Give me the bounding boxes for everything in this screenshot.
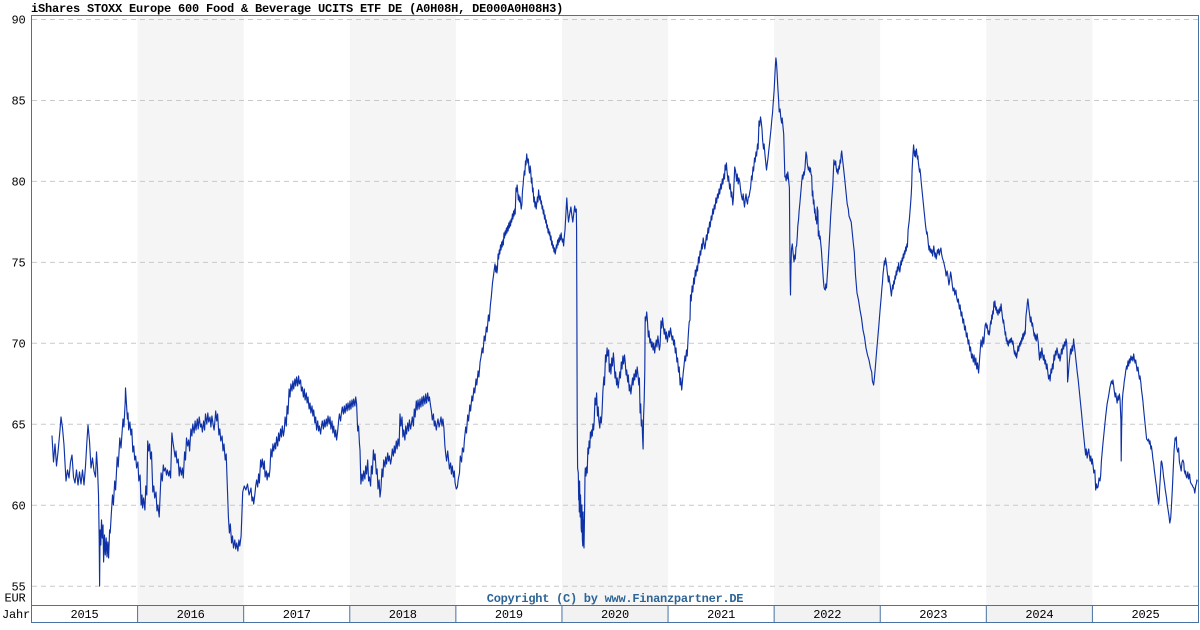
svg-text:2015: 2015 — [70, 608, 98, 622]
svg-text:2022: 2022 — [813, 608, 841, 622]
svg-text:2024: 2024 — [1025, 608, 1053, 622]
svg-text:2016: 2016 — [177, 608, 205, 622]
svg-text:80: 80 — [11, 176, 25, 190]
svg-text:EUR: EUR — [4, 592, 25, 606]
svg-text:55: 55 — [11, 580, 25, 594]
svg-text:60: 60 — [11, 500, 25, 514]
svg-text:65: 65 — [11, 419, 25, 433]
svg-text:Jahr: Jahr — [2, 608, 30, 622]
svg-text:Copyright (C) by www.Finanzpar: Copyright (C) by www.Finanzpartner.DE — [487, 592, 744, 606]
svg-text:2018: 2018 — [389, 608, 417, 622]
svg-text:2021: 2021 — [707, 608, 735, 622]
svg-text:2019: 2019 — [495, 608, 523, 622]
svg-text:iShares STOXX Europe 600 Food: iShares STOXX Europe 600 Food & Beverage… — [31, 2, 563, 16]
svg-text:90: 90 — [11, 14, 25, 28]
svg-text:70: 70 — [11, 338, 25, 352]
svg-text:2017: 2017 — [283, 608, 311, 622]
svg-text:2023: 2023 — [919, 608, 947, 622]
svg-text:2020: 2020 — [601, 608, 629, 622]
svg-text:75: 75 — [11, 257, 25, 271]
svg-text:2025: 2025 — [1131, 608, 1159, 622]
svg-text:85: 85 — [11, 95, 25, 109]
